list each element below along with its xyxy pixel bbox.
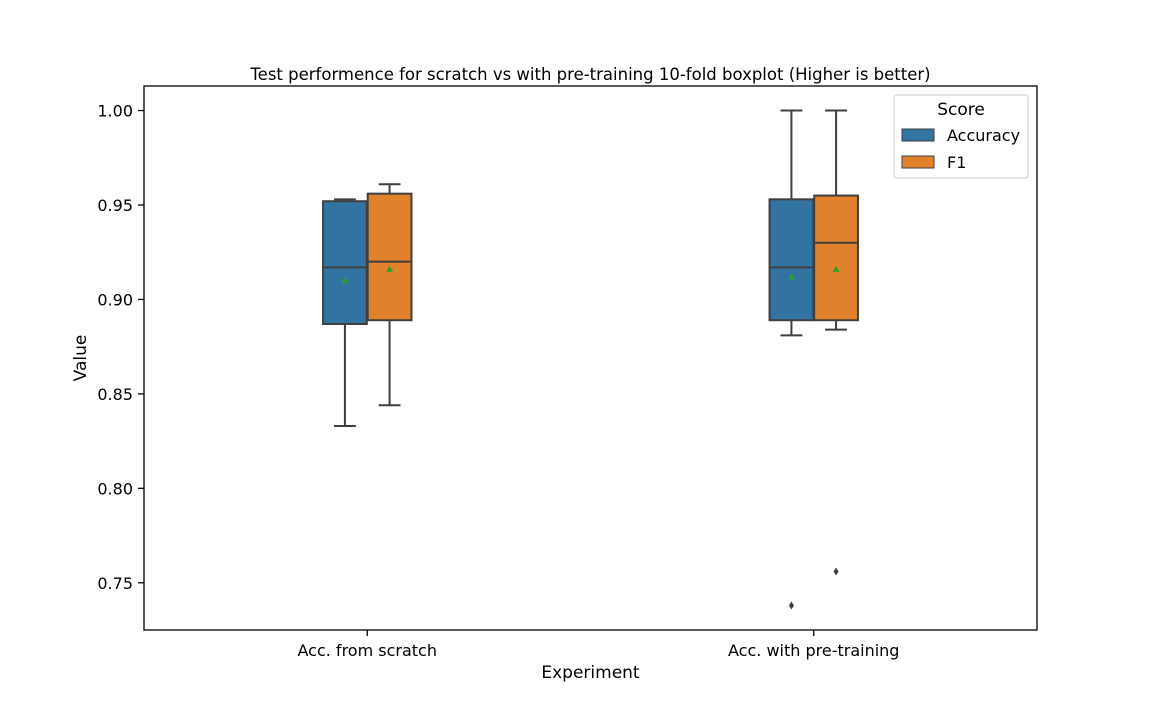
y-axis: 0.75 0.80 0.85 0.90 0.95 1.00 (97, 102, 144, 593)
y-tick-label: 0.90 (97, 290, 133, 309)
box-accuracy (768, 198, 815, 322)
legend-label: F1 (947, 153, 966, 172)
plot-area (143, 85, 1038, 631)
y-axis-label: Value (71, 335, 91, 382)
y-tick-label: 1.00 (97, 102, 133, 121)
legend-label: Accuracy (947, 126, 1020, 145)
legend-swatch-f1 (901, 155, 935, 169)
legend-swatch-accuracy (901, 128, 935, 142)
x-tick-label: Acc. with pre-training (728, 641, 899, 660)
x-tick-label: Acc. from scratch (298, 641, 437, 660)
outlier-point (833, 567, 839, 576)
mean-marker (386, 265, 394, 272)
y-tick-label: 0.75 (97, 574, 133, 593)
outlier-point (788, 601, 794, 610)
box-f1 (813, 194, 859, 322)
box-f1 (366, 192, 413, 322)
legend: Score Accuracy F1 (893, 94, 1029, 179)
mean-marker (832, 265, 840, 272)
y-tick-label: 0.80 (97, 479, 133, 498)
mean-marker (787, 273, 795, 280)
x-axis: Acc. from scratch Acc. with pre-training (298, 630, 899, 660)
legend-title: Score (937, 100, 985, 120)
x-axis-label: Experiment (541, 663, 640, 683)
chart-title: Test performence for scratch vs with pre… (249, 65, 930, 84)
y-tick-label: 0.85 (97, 385, 133, 404)
box-accuracy (322, 200, 368, 326)
boxes-layer (322, 109, 859, 610)
y-tick-label: 0.95 (97, 196, 133, 215)
mean-marker (341, 277, 349, 284)
